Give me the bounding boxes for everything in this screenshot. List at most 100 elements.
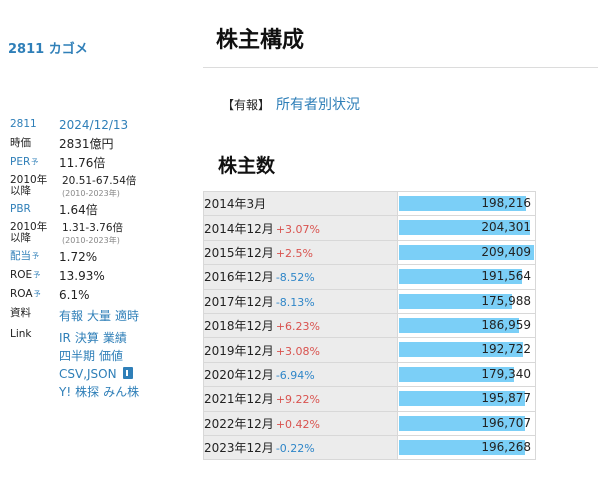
link-quarterly[interactable]: 四半期 bbox=[59, 349, 96, 363]
materials-links: 有報 大量 適時 bbox=[59, 307, 199, 325]
table-row: 2023年12月 -0.22% 196,268 bbox=[203, 434, 537, 461]
link-kabutan[interactable]: 株探 bbox=[75, 385, 100, 399]
period-cell: 2015年12月 +2.5% bbox=[203, 239, 398, 266]
period-cell: 2017年12月 -8.13% bbox=[203, 288, 398, 314]
forecast-mark: 予 bbox=[33, 290, 41, 298]
shareholder-count: 179,340 bbox=[481, 366, 531, 381]
shareholder-count: 209,409 bbox=[481, 244, 531, 259]
download-icon bbox=[122, 367, 133, 379]
table-row: 2021年12月 +9.22% 195,877 bbox=[203, 386, 537, 412]
pbr-label[interactable]: PBR bbox=[10, 203, 31, 215]
pbr-value: 1.64倍 bbox=[59, 203, 98, 217]
table-row: 2020年12月 -6.94% 179,340 bbox=[203, 361, 537, 388]
forecast-mark: 予 bbox=[31, 158, 39, 166]
roe-label: ROE予 bbox=[10, 269, 41, 281]
shareholder-count: 198,216 bbox=[481, 196, 531, 210]
table-row: 2015年12月 +2.5% 209,409 bbox=[203, 239, 537, 266]
ownership-link[interactable]: 所有者別状況 bbox=[276, 97, 361, 113]
materials-link-tekiji[interactable]: 適時 bbox=[115, 309, 140, 323]
count-bar bbox=[398, 269, 523, 285]
count-bar bbox=[398, 196, 527, 211]
forecast-mark: 予 bbox=[33, 271, 41, 279]
link-csv-json[interactable]: CSV,JSON bbox=[59, 367, 137, 381]
period-cell: 2020年12月 -6.94% bbox=[203, 361, 398, 388]
per-label[interactable]: PER予 bbox=[10, 156, 39, 168]
period-label: 2022年12月 bbox=[204, 416, 274, 431]
count-cell: 191,564 bbox=[396, 264, 537, 290]
period-cell: 2014年3月 bbox=[203, 190, 398, 217]
change-percent: -8.52% bbox=[275, 271, 315, 285]
market-cap-value: 2831億円 bbox=[59, 137, 114, 151]
count-cell: 192,722 bbox=[396, 337, 537, 363]
count-cell: 204,301 bbox=[396, 215, 537, 241]
external-links: IR 決算 業績 四半期 価値 CSV,JSON Y! 株探 みん株 bbox=[59, 329, 199, 401]
shareholder-table: 2014年3月 198,216 2014年12月 +3.07% 204,301 2015年… bbox=[203, 190, 537, 461]
change-percent: +3.07% bbox=[275, 222, 320, 236]
period-cell: 2019年12月 +3.08% bbox=[203, 337, 398, 363]
link-kessan[interactable]: 決算 bbox=[74, 331, 99, 345]
table-row: 2017年12月 -8.13% 175,988 bbox=[203, 288, 537, 314]
section-title: 株主数 bbox=[218, 155, 276, 177]
pbr-range-years: (2010-2023年) bbox=[62, 236, 120, 245]
shareholder-count: 196,268 bbox=[481, 439, 531, 454]
change-percent: +2.5% bbox=[275, 246, 313, 260]
count-cell: 179,340 bbox=[396, 361, 537, 388]
period-label: 2016年12月 bbox=[204, 270, 274, 285]
period-label: 2023年12月 bbox=[204, 441, 274, 456]
link-yahoo[interactable]: Y! bbox=[59, 385, 72, 399]
shareholder-count: 192,722 bbox=[481, 342, 531, 357]
header-divider bbox=[203, 67, 598, 68]
table-row: 2019年12月 +3.08% 192,722 bbox=[203, 337, 537, 363]
period-cell: 2016年12月 -8.52% bbox=[203, 264, 398, 290]
period-label: 2020年12月 bbox=[204, 367, 274, 382]
change-percent: -6.94% bbox=[275, 368, 315, 382]
page-title: 株主構成 bbox=[216, 28, 305, 53]
code-label[interactable]: 2811 bbox=[10, 118, 37, 130]
count-bar bbox=[398, 317, 520, 333]
period-cell: 2022年12月 +0.42% bbox=[203, 410, 398, 436]
per-range-label: 2010年以降 bbox=[10, 174, 48, 197]
count-cell: 198,216 bbox=[396, 190, 537, 217]
period-label: 2018年12月 bbox=[204, 319, 274, 334]
stock-info-panel: 2811 2024/12/13 時価 2831億円 PER予 11.76倍 20… bbox=[10, 118, 200, 406]
market-cap-label: 時価 bbox=[10, 137, 31, 149]
dividend-label[interactable]: 配当予 bbox=[10, 250, 39, 262]
change-percent: +0.42% bbox=[275, 417, 320, 431]
shareholder-count: 196,707 bbox=[481, 415, 531, 430]
materials-link-tairyo[interactable]: 大量 bbox=[87, 309, 112, 323]
table-row: 2014年12月 +3.07% 204,301 bbox=[203, 215, 537, 241]
shareholder-count: 186,959 bbox=[481, 317, 531, 332]
count-cell: 195,877 bbox=[396, 386, 537, 412]
table-row: 2022年12月 +0.42% 196,707 bbox=[203, 410, 537, 436]
count-cell: 175,988 bbox=[396, 288, 537, 314]
stock-title[interactable]: 2811 カゴメ bbox=[8, 42, 88, 57]
roa-label: ROA予 bbox=[10, 288, 41, 300]
link-label: Link bbox=[10, 328, 32, 340]
per-range-value: 20.51-67.54倍 bbox=[62, 175, 137, 187]
per-value: 11.76倍 bbox=[59, 156, 106, 170]
period-label: 2014年3月 bbox=[204, 197, 267, 212]
roe-value: 13.93% bbox=[59, 269, 105, 283]
pbr-range-label: 2010年以降 bbox=[10, 221, 48, 244]
period-cell: 2021年12月 +9.22% bbox=[203, 386, 398, 412]
date-value[interactable]: 2024/12/13 bbox=[59, 118, 129, 132]
shareholder-count: 204,301 bbox=[481, 220, 531, 235]
roa-value: 6.1% bbox=[59, 288, 90, 302]
forecast-mark: 予 bbox=[32, 252, 39, 260]
period-cell: 2023年12月 -0.22% bbox=[203, 434, 398, 461]
pbr-range-value: 1.31-3.76倍 bbox=[62, 222, 124, 234]
change-percent: -0.22% bbox=[275, 442, 315, 456]
count-cell: 196,707 bbox=[396, 410, 537, 436]
change-percent: +6.23% bbox=[275, 320, 320, 334]
link-ir[interactable]: IR bbox=[59, 331, 71, 345]
materials-label: 資料 bbox=[10, 307, 31, 319]
table-row: 2018年12月 +6.23% 186,959 bbox=[203, 312, 537, 339]
materials-link-yuho[interactable]: 有報 bbox=[59, 309, 84, 323]
count-bar bbox=[398, 244, 534, 260]
change-percent: +3.08% bbox=[275, 344, 320, 358]
count-bar bbox=[398, 439, 526, 455]
shareholder-count: 175,988 bbox=[481, 293, 531, 308]
link-minkabu[interactable]: みん株 bbox=[103, 385, 140, 399]
link-value[interactable]: 価値 bbox=[99, 349, 124, 363]
link-gyoseki[interactable]: 業績 bbox=[102, 331, 127, 345]
